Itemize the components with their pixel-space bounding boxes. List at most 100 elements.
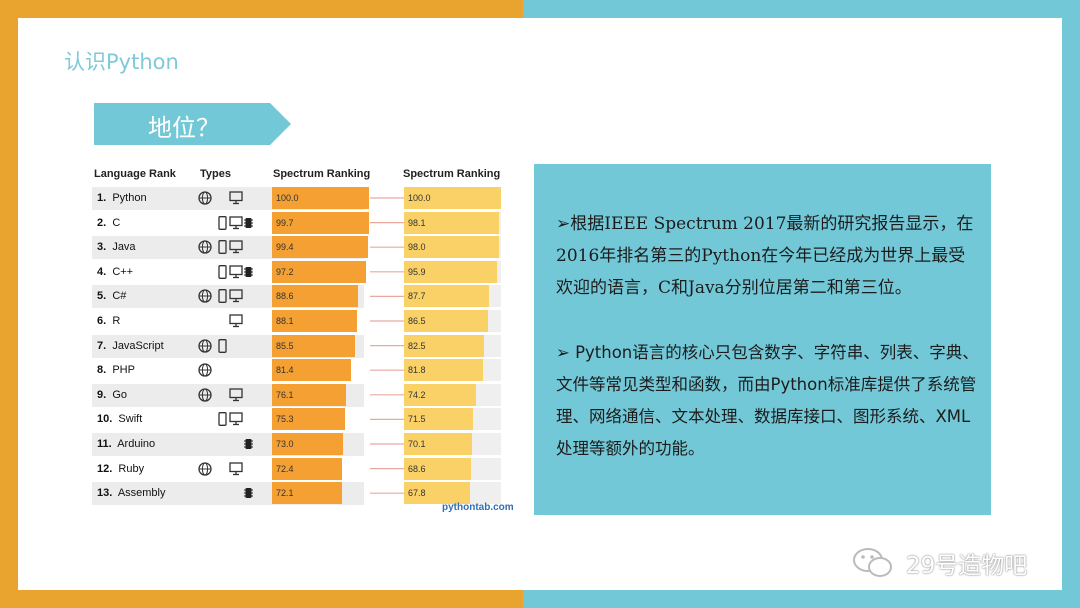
desktop-icon	[229, 314, 243, 333]
desktop-icon	[229, 289, 243, 308]
value-2017: 85.5	[276, 340, 294, 351]
banner-arrow	[94, 103, 291, 145]
language-label: 6. R	[97, 315, 121, 327]
bar-2016: 82.5	[404, 334, 484, 357]
bar-2016: 70.1	[404, 433, 472, 455]
type-icons	[198, 486, 258, 502]
desktop-icon	[229, 240, 243, 259]
type-icons	[198, 289, 258, 305]
desktop-icon	[229, 461, 243, 481]
bar-2016: 95.9	[404, 260, 497, 283]
value-2017: 76.1	[276, 389, 294, 400]
info-box: ➢根据IEEE Spectrum 2017最新的研究报告显示，在2016年排名第…	[534, 164, 991, 515]
value-2016: 98.0	[408, 242, 426, 253]
table-row: 4. C++	[92, 261, 364, 284]
type-icons	[198, 240, 258, 256]
web-icon	[198, 461, 212, 481]
rank-change-lines	[370, 197, 404, 494]
value-2017: 100.0	[276, 193, 299, 203]
type-icons	[198, 314, 258, 330]
value-2017: 97.2	[276, 266, 294, 277]
bar-2016: 87.7	[404, 285, 489, 308]
web-icon	[198, 191, 212, 210]
bar-2017: 72.1	[272, 482, 342, 505]
bar-2016: 74.2	[404, 383, 476, 406]
web-icon	[198, 289, 212, 308]
web-icon	[198, 338, 212, 358]
bar-2017: 75.3	[272, 408, 345, 431]
value-2017: 72.1	[276, 488, 294, 499]
table-row: 8. PHP	[92, 359, 364, 382]
language-label: 9. Go	[97, 388, 127, 401]
language-label: 8. PHP	[97, 364, 135, 377]
table-row: 10. Swift	[92, 408, 364, 431]
web-icon	[198, 363, 212, 382]
mobile-icon	[218, 215, 227, 235]
language-label: 2. C	[97, 216, 121, 229]
value-2016: 68.6	[408, 463, 426, 474]
type-icons	[198, 388, 258, 404]
value-2016: 98.1	[408, 217, 426, 228]
value-2017: 73.0	[276, 439, 294, 449]
banner-label: 地位？	[148, 114, 220, 142]
value-2016: 74.2	[408, 389, 426, 400]
language-label: 11. Arduino	[97, 438, 156, 450]
value-2017: 88.1	[276, 316, 294, 326]
ranking-table: Language Rank Types Spectrum Ranking Spe…	[92, 160, 522, 513]
bar-2016: 98.0	[404, 236, 499, 259]
value-2017: 72.4	[276, 463, 294, 474]
desktop-icon	[229, 388, 243, 407]
mobile-icon	[218, 338, 227, 358]
bar-2017: 72.4	[272, 457, 342, 480]
value-2016: 70.1	[408, 439, 426, 449]
desktop-icon	[229, 191, 243, 210]
mobile-icon	[218, 240, 227, 259]
embedded-icon	[244, 265, 253, 284]
info-paragraph-1: ➢根据IEEE Spectrum 2017最新的研究报告显示，在2016年排名第…	[556, 214, 974, 298]
watermark-text: 29号造物吧	[906, 553, 1028, 579]
bar-2017: 99.4	[272, 236, 368, 259]
bar-2017: 76.1	[272, 383, 346, 406]
embedded-icon	[244, 437, 253, 456]
bar-2017: 97.2	[272, 260, 366, 283]
value-2016: 67.8	[408, 488, 426, 499]
mobile-icon	[218, 289, 227, 308]
info-paragraph-2: ➢ Python语言的核心只包含数字、字符串、列表、字典、文件等常见类型和函数，…	[556, 343, 979, 458]
language-label: 13. Assembly	[97, 487, 166, 500]
value-2017: 75.3	[276, 414, 294, 425]
desktop-icon	[229, 412, 243, 431]
bar-2016: 98.1	[404, 211, 499, 234]
type-icons	[198, 437, 258, 453]
value-2017: 81.4	[276, 365, 294, 376]
type-icons	[198, 338, 258, 358]
mobile-icon	[218, 412, 227, 431]
bar-2017: 100.0	[272, 187, 369, 209]
source-label: pythontab.com	[442, 502, 514, 513]
value-2016: 86.5	[408, 316, 426, 326]
type-icons	[198, 412, 258, 428]
value-2017: 99.4	[276, 242, 294, 253]
value-2016: 95.9	[408, 266, 426, 277]
bar-2016: 67.8	[404, 482, 470, 505]
slide-title: 认识Python	[64, 50, 179, 74]
type-icons	[198, 215, 258, 235]
mobile-icon	[218, 264, 227, 284]
desktop-icon	[229, 215, 243, 235]
bar-2016: 68.6	[404, 457, 471, 480]
table-row: 12. Ruby	[92, 458, 364, 481]
value-2017: 88.6	[276, 291, 294, 302]
bar-2017: 81.4	[272, 359, 351, 382]
type-icons	[198, 264, 258, 284]
wechat-icon	[853, 548, 892, 577]
value-2016: 100.0	[408, 193, 431, 203]
table-row: 6. R	[92, 310, 364, 333]
value-2016: 71.5	[408, 414, 426, 425]
web-icon	[198, 240, 212, 259]
value-2016: 87.7	[408, 291, 426, 302]
language-label: 1. Python	[97, 192, 147, 204]
bar-2017: 88.6	[272, 285, 358, 308]
bar-2017: 85.5	[272, 334, 355, 357]
header-types: Types	[200, 168, 231, 180]
bar-2016: 86.5	[404, 310, 488, 332]
header-spectrum-2016: Spectrum Ranking	[403, 168, 501, 180]
